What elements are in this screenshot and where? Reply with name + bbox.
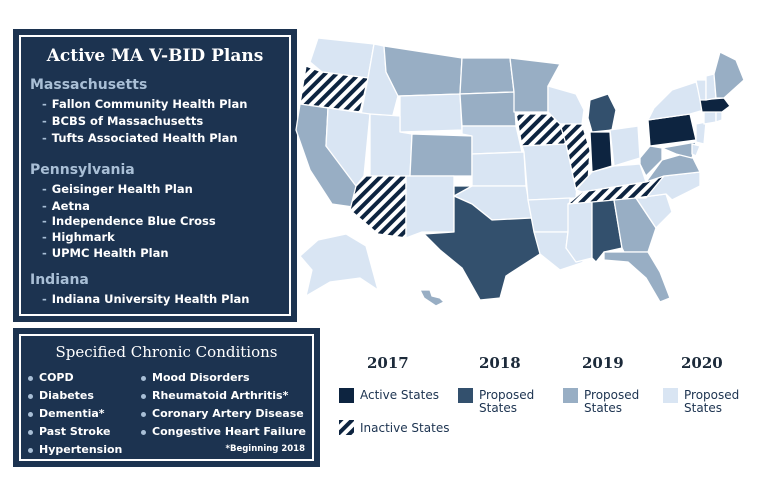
state-mississippi xyxy=(565,201,593,263)
bullet-icon xyxy=(141,375,146,381)
condition-item: Past Stroke xyxy=(28,425,110,438)
plan-item: - Highmark xyxy=(42,230,115,244)
state-new-mexico xyxy=(405,175,455,239)
legend-swatch-2019 xyxy=(563,388,578,403)
state-delaware xyxy=(691,143,701,157)
condition-item: Dementia* xyxy=(28,407,105,420)
state-maine xyxy=(713,51,745,99)
year-2017-label: 2017 xyxy=(367,354,409,372)
state-heading-massachusetts: Massachusetts xyxy=(30,77,148,93)
plan-item: - BCBS of Massachusetts xyxy=(42,114,204,128)
condition-item: Mood Disorders xyxy=(141,371,250,384)
legend-active-label: Active States xyxy=(360,388,439,402)
condition-item: Congestive Heart Failure xyxy=(141,425,306,438)
year-2019-label: 2019 xyxy=(582,354,624,372)
bullet-icon xyxy=(28,393,33,399)
legend-2019-label: Proposed States xyxy=(584,388,640,415)
legend-swatch-2018 xyxy=(458,388,473,403)
state-hawaii xyxy=(419,289,445,307)
plan-item: - Fallon Community Health Plan xyxy=(42,97,248,111)
plan-item: - Tufts Associated Health Plan xyxy=(42,131,238,145)
state-new-jersey xyxy=(695,121,707,145)
legend-2018-label: Proposed States xyxy=(479,388,535,415)
state-wyoming xyxy=(399,93,463,133)
state-new-york xyxy=(647,81,705,121)
plan-item: - Geisinger Health Plan xyxy=(42,182,193,196)
bullet-icon xyxy=(28,429,33,435)
state-michigan xyxy=(587,93,617,133)
state-alaska xyxy=(299,233,379,297)
bullet-icon xyxy=(28,411,33,417)
state-montana xyxy=(383,45,463,97)
plan-item: - Independence Blue Cross xyxy=(42,214,216,228)
state-maryland xyxy=(661,141,697,159)
state-heading-pennsylvania: Pennsylvania xyxy=(30,162,135,178)
condition-item: Diabetes xyxy=(28,389,94,402)
state-texas xyxy=(423,185,541,301)
condition-item: COPD xyxy=(28,371,74,384)
year-2020-label: 2020 xyxy=(681,354,723,372)
active-plans-panel: Active MA V-BID Plans Massachusetts - Fal… xyxy=(13,29,297,322)
condition-item: Coronary Artery Disease xyxy=(141,407,304,420)
panel-border xyxy=(19,334,314,461)
bullet-icon xyxy=(141,429,146,435)
bullet-icon xyxy=(141,411,146,417)
state-kansas xyxy=(471,151,527,187)
conditions-title: Specified Chronic Conditions xyxy=(55,343,278,361)
bullet-icon xyxy=(28,375,33,381)
chronic-conditions-panel: Specified Chronic Conditions COPD Diabet… xyxy=(13,328,320,467)
plan-item: - Aetna xyxy=(42,199,90,213)
state-wisconsin xyxy=(547,85,585,125)
footnote: *Beginning 2018 xyxy=(225,444,305,454)
state-heading-indiana: Indiana xyxy=(30,272,89,288)
state-arkansas xyxy=(527,197,571,233)
state-north-dakota xyxy=(459,57,515,95)
year-2018-label: 2018 xyxy=(479,354,521,372)
panel-border xyxy=(19,35,291,316)
plans-title: Active MA V-BID Plans xyxy=(46,46,264,66)
condition-item: Hypertension xyxy=(28,443,122,456)
condition-item: Rheumatoid Arthritis* xyxy=(141,389,288,402)
bullet-icon xyxy=(28,447,33,453)
state-colorado xyxy=(409,133,473,177)
legend-swatch-2020 xyxy=(663,388,678,403)
state-south-dakota xyxy=(459,91,517,127)
state-indiana xyxy=(589,131,613,173)
legend-swatch-inactive xyxy=(339,420,354,435)
legend-swatch-active xyxy=(339,388,354,403)
legend-2020-label: Proposed States xyxy=(684,388,740,415)
plan-item: - UPMC Health Plan xyxy=(42,246,169,260)
state-oregon xyxy=(299,65,369,113)
state-ohio xyxy=(609,125,641,167)
state-arizona xyxy=(349,175,407,239)
state-florida xyxy=(603,251,671,303)
plan-item: - Indiana University Health Plan xyxy=(42,292,250,306)
bullet-icon xyxy=(141,393,146,399)
state-virginia xyxy=(645,151,701,183)
legend-inactive-label: Inactive States xyxy=(360,421,450,435)
